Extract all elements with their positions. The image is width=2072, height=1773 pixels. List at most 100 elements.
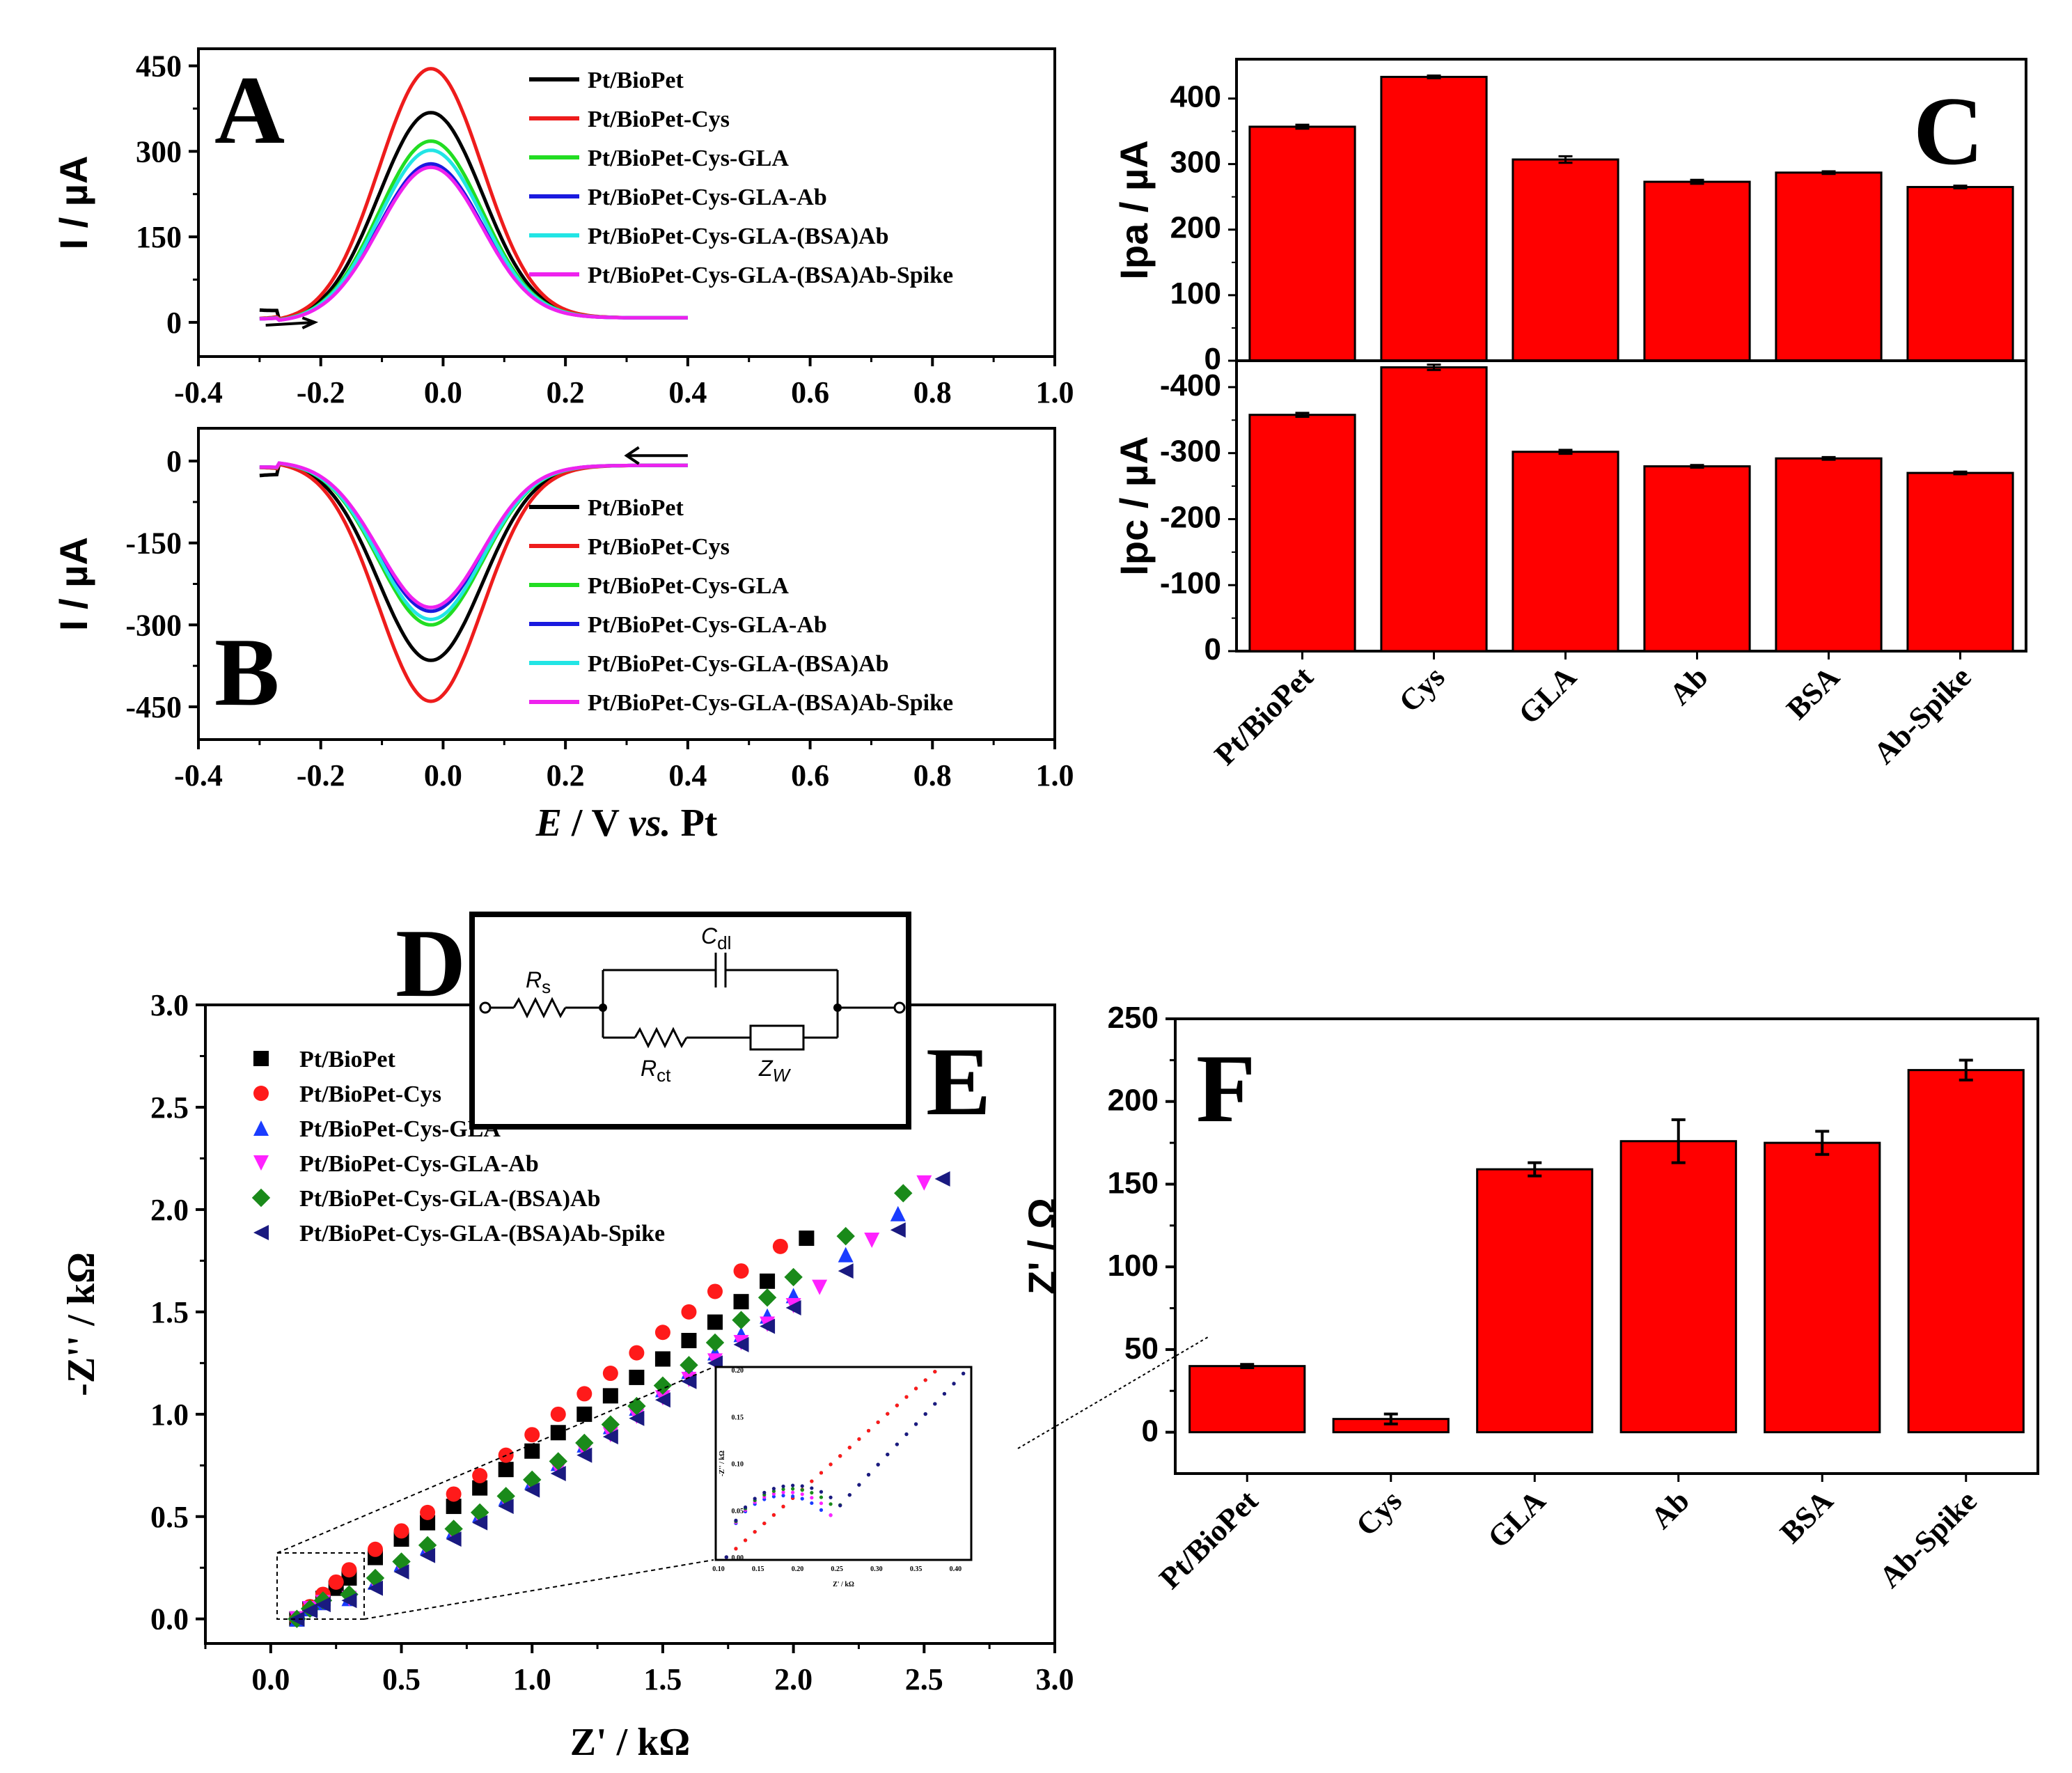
y-tick-label: 50 <box>1124 1331 1159 1366</box>
data-point <box>328 1574 344 1590</box>
data-point <box>894 1184 913 1203</box>
inset-data-point <box>810 1490 814 1495</box>
data-point <box>601 1415 620 1434</box>
inset-data-point <box>781 1484 785 1488</box>
bar <box>1476 1168 1594 1434</box>
inset-data-point <box>838 1503 842 1508</box>
inset-data-point <box>781 1487 785 1492</box>
legend-label: Pt/BioPet <box>588 495 684 521</box>
data-point <box>550 1466 566 1482</box>
data-point <box>576 1386 592 1402</box>
x-category-label: GLA <box>1512 659 1583 731</box>
data-point <box>681 1373 697 1389</box>
y-axis-label: I / µA <box>52 156 95 250</box>
y-tick-label: 2.0 <box>150 1193 189 1227</box>
data-point <box>732 1311 751 1329</box>
data-point <box>785 1299 801 1315</box>
legend-label: Pt/BioPet-Cys-GLA <box>299 1116 501 1142</box>
inset-x-label: Z' / kΩ <box>833 1581 854 1588</box>
legend-label: Pt/BioPet-Cys-GLA-(BSA)Ab <box>299 1186 601 1212</box>
inset-x-tick-label: 0.10 <box>712 1565 725 1573</box>
data-point <box>524 1482 540 1498</box>
legend-label: Pt/BioPet-Cys-GLA-Ab <box>299 1151 539 1177</box>
data-point <box>524 1427 540 1443</box>
panel-d-circuit: D Rs Cdl Rct ZW <box>395 909 911 1130</box>
bar <box>1907 1069 2025 1434</box>
y-axis-label: Ipc / µA <box>1112 436 1156 575</box>
inset-data-point <box>781 1490 785 1494</box>
data-point <box>654 1392 670 1408</box>
inset-x-tick-label: 0.35 <box>910 1565 923 1573</box>
legend-label: Pt/BioPet-Cys <box>588 534 730 560</box>
inset-data-point <box>810 1486 814 1490</box>
data-point <box>253 1155 269 1171</box>
inset-data-point <box>800 1492 804 1497</box>
rct-label: Rct <box>641 1056 671 1086</box>
x-axis-label: Z' / kΩ <box>570 1721 690 1764</box>
y-tick-label: 0 <box>166 444 182 478</box>
data-point <box>836 1226 855 1246</box>
legend-label: Pt/BioPet-Cys-GLA <box>588 146 789 171</box>
data-point <box>498 1462 514 1478</box>
x-tick-label: 2.5 <box>905 1662 943 1696</box>
inset-data-point <box>791 1487 795 1491</box>
subplot-frame <box>1235 359 2027 653</box>
inset-data-point <box>847 1493 851 1497</box>
panel-letter: F <box>1196 1035 1256 1143</box>
data-point <box>575 1433 594 1453</box>
inset-data-point <box>819 1508 824 1512</box>
inset-data-point <box>781 1494 785 1498</box>
circuit-node <box>833 1003 842 1012</box>
y-tick-label: 0.0 <box>150 1602 189 1637</box>
inset-y-tick-label: 0.15 <box>732 1414 744 1421</box>
data-point <box>707 1314 723 1330</box>
legend-label: Pt/BioPet-Cys-GLA <box>588 573 789 599</box>
x-category-label: Ab <box>1644 1483 1695 1535</box>
data-point <box>315 1597 331 1613</box>
inset-data-point <box>904 1432 909 1437</box>
panel-letter: B <box>214 618 279 726</box>
inset-data-point <box>933 1370 937 1374</box>
data-point <box>549 1452 567 1471</box>
data-point <box>302 1602 318 1618</box>
x-category-label: Cys <box>1392 659 1452 719</box>
data-point <box>934 1171 950 1187</box>
data-point <box>654 1325 670 1341</box>
data-point <box>799 1231 815 1247</box>
data-point <box>251 1188 271 1208</box>
data-point <box>253 1225 269 1240</box>
inset-data-point <box>857 1437 861 1442</box>
inset-x-tick-label: 0.40 <box>950 1565 962 1573</box>
x-category-label: Ab-Spike <box>1867 659 1977 770</box>
data-point <box>420 1547 436 1563</box>
y-tick-label: 400 <box>1170 79 1221 114</box>
y-tick-label: 100 <box>1108 1249 1159 1283</box>
x-category-label: Pt/BioPet <box>1153 1483 1265 1595</box>
inset-data-point <box>886 1452 890 1457</box>
inset-x-tick-label: 0.25 <box>831 1565 843 1573</box>
data-point <box>772 1238 788 1254</box>
data-point <box>629 1369 645 1385</box>
inset-x-tick-label: 0.30 <box>870 1565 883 1573</box>
data-point <box>393 1523 409 1539</box>
x-tick-label: 0.4 <box>668 758 707 792</box>
inset-data-point <box>762 1521 767 1526</box>
y-tick-label: 0 <box>1142 1414 1159 1448</box>
y-axis-label: I / µA <box>52 537 95 631</box>
legend-label: Pt/BioPet-Cys <box>299 1081 441 1107</box>
data-point <box>496 1487 515 1506</box>
data-point <box>653 1376 673 1395</box>
inset-data-point <box>791 1483 795 1487</box>
inset-data-point <box>800 1488 804 1492</box>
x-tick-label: 0.0 <box>251 1662 290 1696</box>
x-tick-label: 0.6 <box>791 375 829 409</box>
y-tick-label: 300 <box>136 134 182 169</box>
x-tick-label: 1.5 <box>643 1662 682 1696</box>
y-tick-label: 3.0 <box>150 988 189 1022</box>
x-axis-label-vs: vs. <box>629 802 671 845</box>
data-point <box>576 1447 592 1463</box>
data-point <box>733 1263 749 1279</box>
legend-label: Pt/BioPet-Cys-GLA-(BSA)Ab-Spike <box>299 1221 665 1247</box>
inset-data-point <box>743 1505 748 1509</box>
